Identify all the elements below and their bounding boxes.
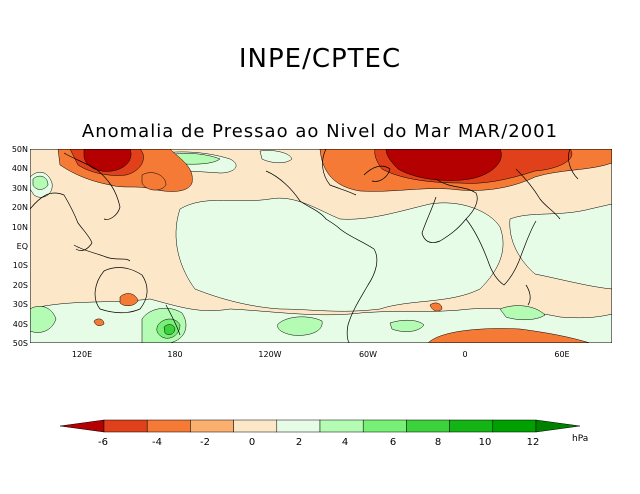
lat-label: 50N [11,145,28,154]
colorbar-tick-label: 6 [389,437,397,448]
colorbar-tick-label: 4 [341,437,349,448]
anomaly-region-minus2to-4 [93,318,105,326]
colorbar-tick-label: 10 [478,437,492,448]
anomaly-region-below-6 [385,149,502,181]
colorbar-swatch [103,419,148,433]
colorbar-swatch [362,419,407,433]
main-title: INPE/CPTEC [238,44,402,74]
anomaly-region-0to2 [259,150,293,163]
lon-label: 180 [167,350,183,359]
lat-label: 50S [12,339,28,348]
colorbar-swatch [190,419,234,433]
lat-label: 40N [11,164,28,173]
coastlines [30,149,579,343]
colorbar-swatch [276,419,321,433]
colorbar-tick-label: 0 [248,437,256,448]
colorbar-tick-label: -4 [152,437,162,448]
anomaly-region-minus2to-4 [119,293,139,306]
colorbar-swatch [449,419,494,433]
anomaly-region-minus2to-4 [429,302,443,312]
colorbar-tick-label: -2 [200,437,210,448]
lon-label: 60W [358,350,378,359]
colorbar-tick-label: -6 [98,437,108,448]
colorbar-tick-label: 12 [526,437,540,448]
anomaly-region-6to8 [163,324,176,335]
lon-label: 120E [71,350,93,359]
colorbar-swatch [146,419,191,433]
lat-label: 10S [12,261,28,270]
anomaly-region-2to4 [389,320,425,332]
anomaly-region-2to4 [30,306,57,333]
anomaly-region-0to2 [509,203,612,290]
anomaly-region-2to4 [32,175,49,190]
colorbar-swatch [319,419,364,433]
lon-label: 60E [554,350,570,359]
lat-label: 10N [11,223,28,232]
lon-label: 120W [258,350,282,359]
anomaly-region-minus2to-4 [427,328,591,343]
anomaly-region-2to4 [499,305,546,320]
colorbar-tick-label: 2 [295,437,303,448]
colorbar-swatch [60,419,105,433]
lat-label: 20S [12,281,28,290]
colorbar-swatch [233,419,278,433]
lat-label: 30N [11,184,28,193]
colorbar [60,419,580,433]
anomaly-region-0to2 [175,197,504,312]
lat-label: 20N [11,203,28,212]
colorbar-swatch [406,419,450,433]
anomaly-region-below-6 [83,149,132,172]
pressure-anomaly-map [30,149,612,343]
lat-label: 40S [12,320,28,329]
colorbar-swatch [492,419,537,433]
anomaly-region-2to4 [277,316,323,336]
lon-label: 0 [462,350,468,359]
map-title: Anomalia de Pressao ao Nivel do Mar MAR/… [81,121,559,142]
colorbar-swatch [535,419,580,433]
colorbar-tick-label: 8 [434,437,442,448]
lat-label: 30S [12,300,28,309]
anomaly-region-minus2to-4 [141,172,167,191]
lat-label: EQ [16,242,28,251]
colorbar-unit: hPa [572,434,589,444]
